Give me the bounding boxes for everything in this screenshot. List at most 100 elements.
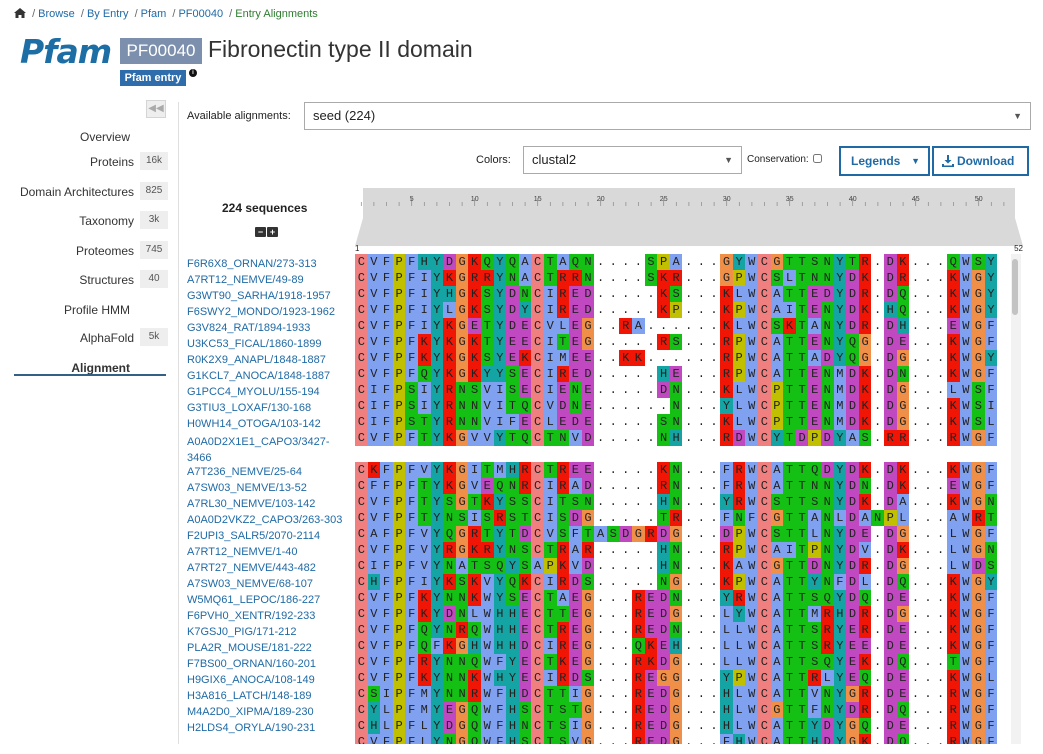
- residue-cell: .: [695, 654, 708, 670]
- sidebar-item-overview[interactable]: Overview: [10, 127, 170, 147]
- legends-button[interactable]: Legends ▼: [839, 146, 930, 176]
- residue-cell: T: [795, 414, 809, 430]
- alignment-select[interactable]: seed (224) ▼: [304, 102, 1031, 130]
- alignment-scrollbar[interactable]: [1011, 254, 1021, 744]
- sequence-label[interactable]: R0K2X9_ANAPL/1848-1887: [187, 354, 326, 366]
- residue-cell: V: [468, 430, 481, 446]
- sequence-label[interactable]: A0A0D2X1E1_CAPO3/3427-3466: [187, 436, 330, 464]
- sidebar-item-domain-architectures[interactable]: Domain Architectures 825: [10, 182, 170, 202]
- sidebar-item-proteomes[interactable]: Proteomes 745: [10, 241, 170, 261]
- sequence-label[interactable]: A7RT12_NEMVE/49-89: [187, 274, 304, 286]
- sequence-label[interactable]: H9GIX6_ANOCA/108-149: [187, 674, 315, 686]
- sequence-label[interactable]: H2LDS4_ORYLA/190-231: [187, 722, 316, 734]
- alignment-ruler[interactable]: 5 10 15 20 25 30 35 40 45 501 52: [355, 188, 1023, 254]
- alignment-scrollbar-thumb[interactable]: [1012, 259, 1018, 315]
- sidebar-collapse-button[interactable]: ◀◀: [146, 100, 166, 118]
- sequence-label[interactable]: F6PVH0_XENTR/192-233: [187, 610, 316, 622]
- sidebar-item-alphafold[interactable]: AlphaFold 5k: [10, 328, 170, 348]
- colors-select[interactable]: clustal2 ▼: [523, 146, 742, 174]
- zoom-out-icon[interactable]: −: [255, 227, 266, 237]
- breadcrumb-pfam[interactable]: Pfam: [140, 8, 167, 20]
- download-button[interactable]: Download: [932, 146, 1029, 176]
- sequence-label[interactable]: G1PCC4_MYOLU/155-194: [187, 386, 320, 398]
- sequence-label[interactable]: K7GSJ0_PIG/171-212: [187, 626, 297, 638]
- sequence-label[interactable]: F6SWY2_MONDO/1923-1962: [187, 306, 335, 318]
- sequence-label[interactable]: G3WT90_SARHA/1918-1957: [187, 290, 331, 302]
- residue-cell: D: [883, 318, 897, 334]
- conservation-toggle[interactable]: Conservation:: [747, 154, 823, 165]
- sidebar-item-proteins[interactable]: Proteins 16k: [10, 152, 170, 172]
- residue-cell: T: [417, 510, 431, 526]
- sequence-label[interactable]: A7RT12_NEMVE/1-40: [187, 546, 298, 558]
- sidebar-item-taxonomy[interactable]: Taxonomy 3k: [10, 211, 170, 231]
- conservation-checkbox[interactable]: [813, 154, 823, 163]
- breadcrumb-by-entry[interactable]: By Entry: [86, 8, 129, 20]
- sequence-label[interactable]: A7RT27_NEMVE/443-482: [187, 562, 316, 574]
- residue-cell: A: [896, 494, 910, 510]
- home-icon[interactable]: [14, 8, 26, 18]
- info-icon[interactable]: i: [189, 69, 197, 77]
- sequence-label[interactable]: A7SW03_NEMVE/68-107: [187, 578, 313, 590]
- sequence-label[interactable]: H0WH14_OTOGA/103-142: [187, 418, 321, 430]
- residue-cell: Y: [984, 286, 998, 302]
- sequence-label[interactable]: G3V824_RAT/1894-1933: [187, 322, 311, 334]
- sequence-label[interactable]: F2UPI3_SALR5/2070-2114: [187, 530, 321, 542]
- breadcrumb-accession[interactable]: PF00040: [178, 8, 224, 20]
- sidebar-item-structures[interactable]: Structures 40: [10, 270, 170, 290]
- zoom-in-icon[interactable]: +: [267, 227, 278, 237]
- breadcrumb-browse[interactable]: Browse: [38, 8, 75, 20]
- sequence-label[interactable]: F7BS00_ORNAN/160-201: [187, 658, 317, 670]
- residue-cell: E: [468, 318, 481, 334]
- sequence-label[interactable]: G1KCL7_ANOCA/1848-1887: [187, 370, 331, 382]
- sequence-label[interactable]: PLA2R_MOUSE/181-222: [187, 642, 312, 654]
- residue-cell: W: [959, 510, 973, 526]
- residue-cell: M: [833, 382, 847, 398]
- sidebar-item-alignment[interactable]: Alignment: [10, 358, 170, 378]
- sequence-label[interactable]: H3A816_LATCH/148-189: [187, 690, 312, 702]
- sequence-label[interactable]: U3KC53_FICAL/1860-1899: [187, 338, 322, 350]
- sequence-label[interactable]: A7RL30_NEMVE/103-142: [187, 498, 316, 510]
- sequence-label[interactable]: A0A0D2VKZ2_CAPO3/263-303: [187, 514, 343, 526]
- sequence-label[interactable]: A7SW03_NEMVE/13-52: [187, 482, 307, 494]
- sequence-label[interactable]: [187, 738, 353, 754]
- sequence-label[interactable]: A7T236_NEMVE/25-64: [187, 466, 302, 478]
- sequence-label[interactable]: F6R6X8_ORNAN/273-313: [187, 258, 317, 270]
- residue-cell: E: [644, 606, 658, 622]
- sidebar-item-profile-hmm[interactable]: Profile HMM: [10, 300, 170, 320]
- sequence-label[interactable]: W5MQ61_LEPOC/186-227: [187, 594, 321, 606]
- sequence-label[interactable]: M4A2D0_XIPMA/189-230: [187, 706, 314, 718]
- sequence-label[interactable]: G3TIU3_LOXAF/130-168: [187, 402, 312, 414]
- residue-cell: R: [556, 286, 570, 302]
